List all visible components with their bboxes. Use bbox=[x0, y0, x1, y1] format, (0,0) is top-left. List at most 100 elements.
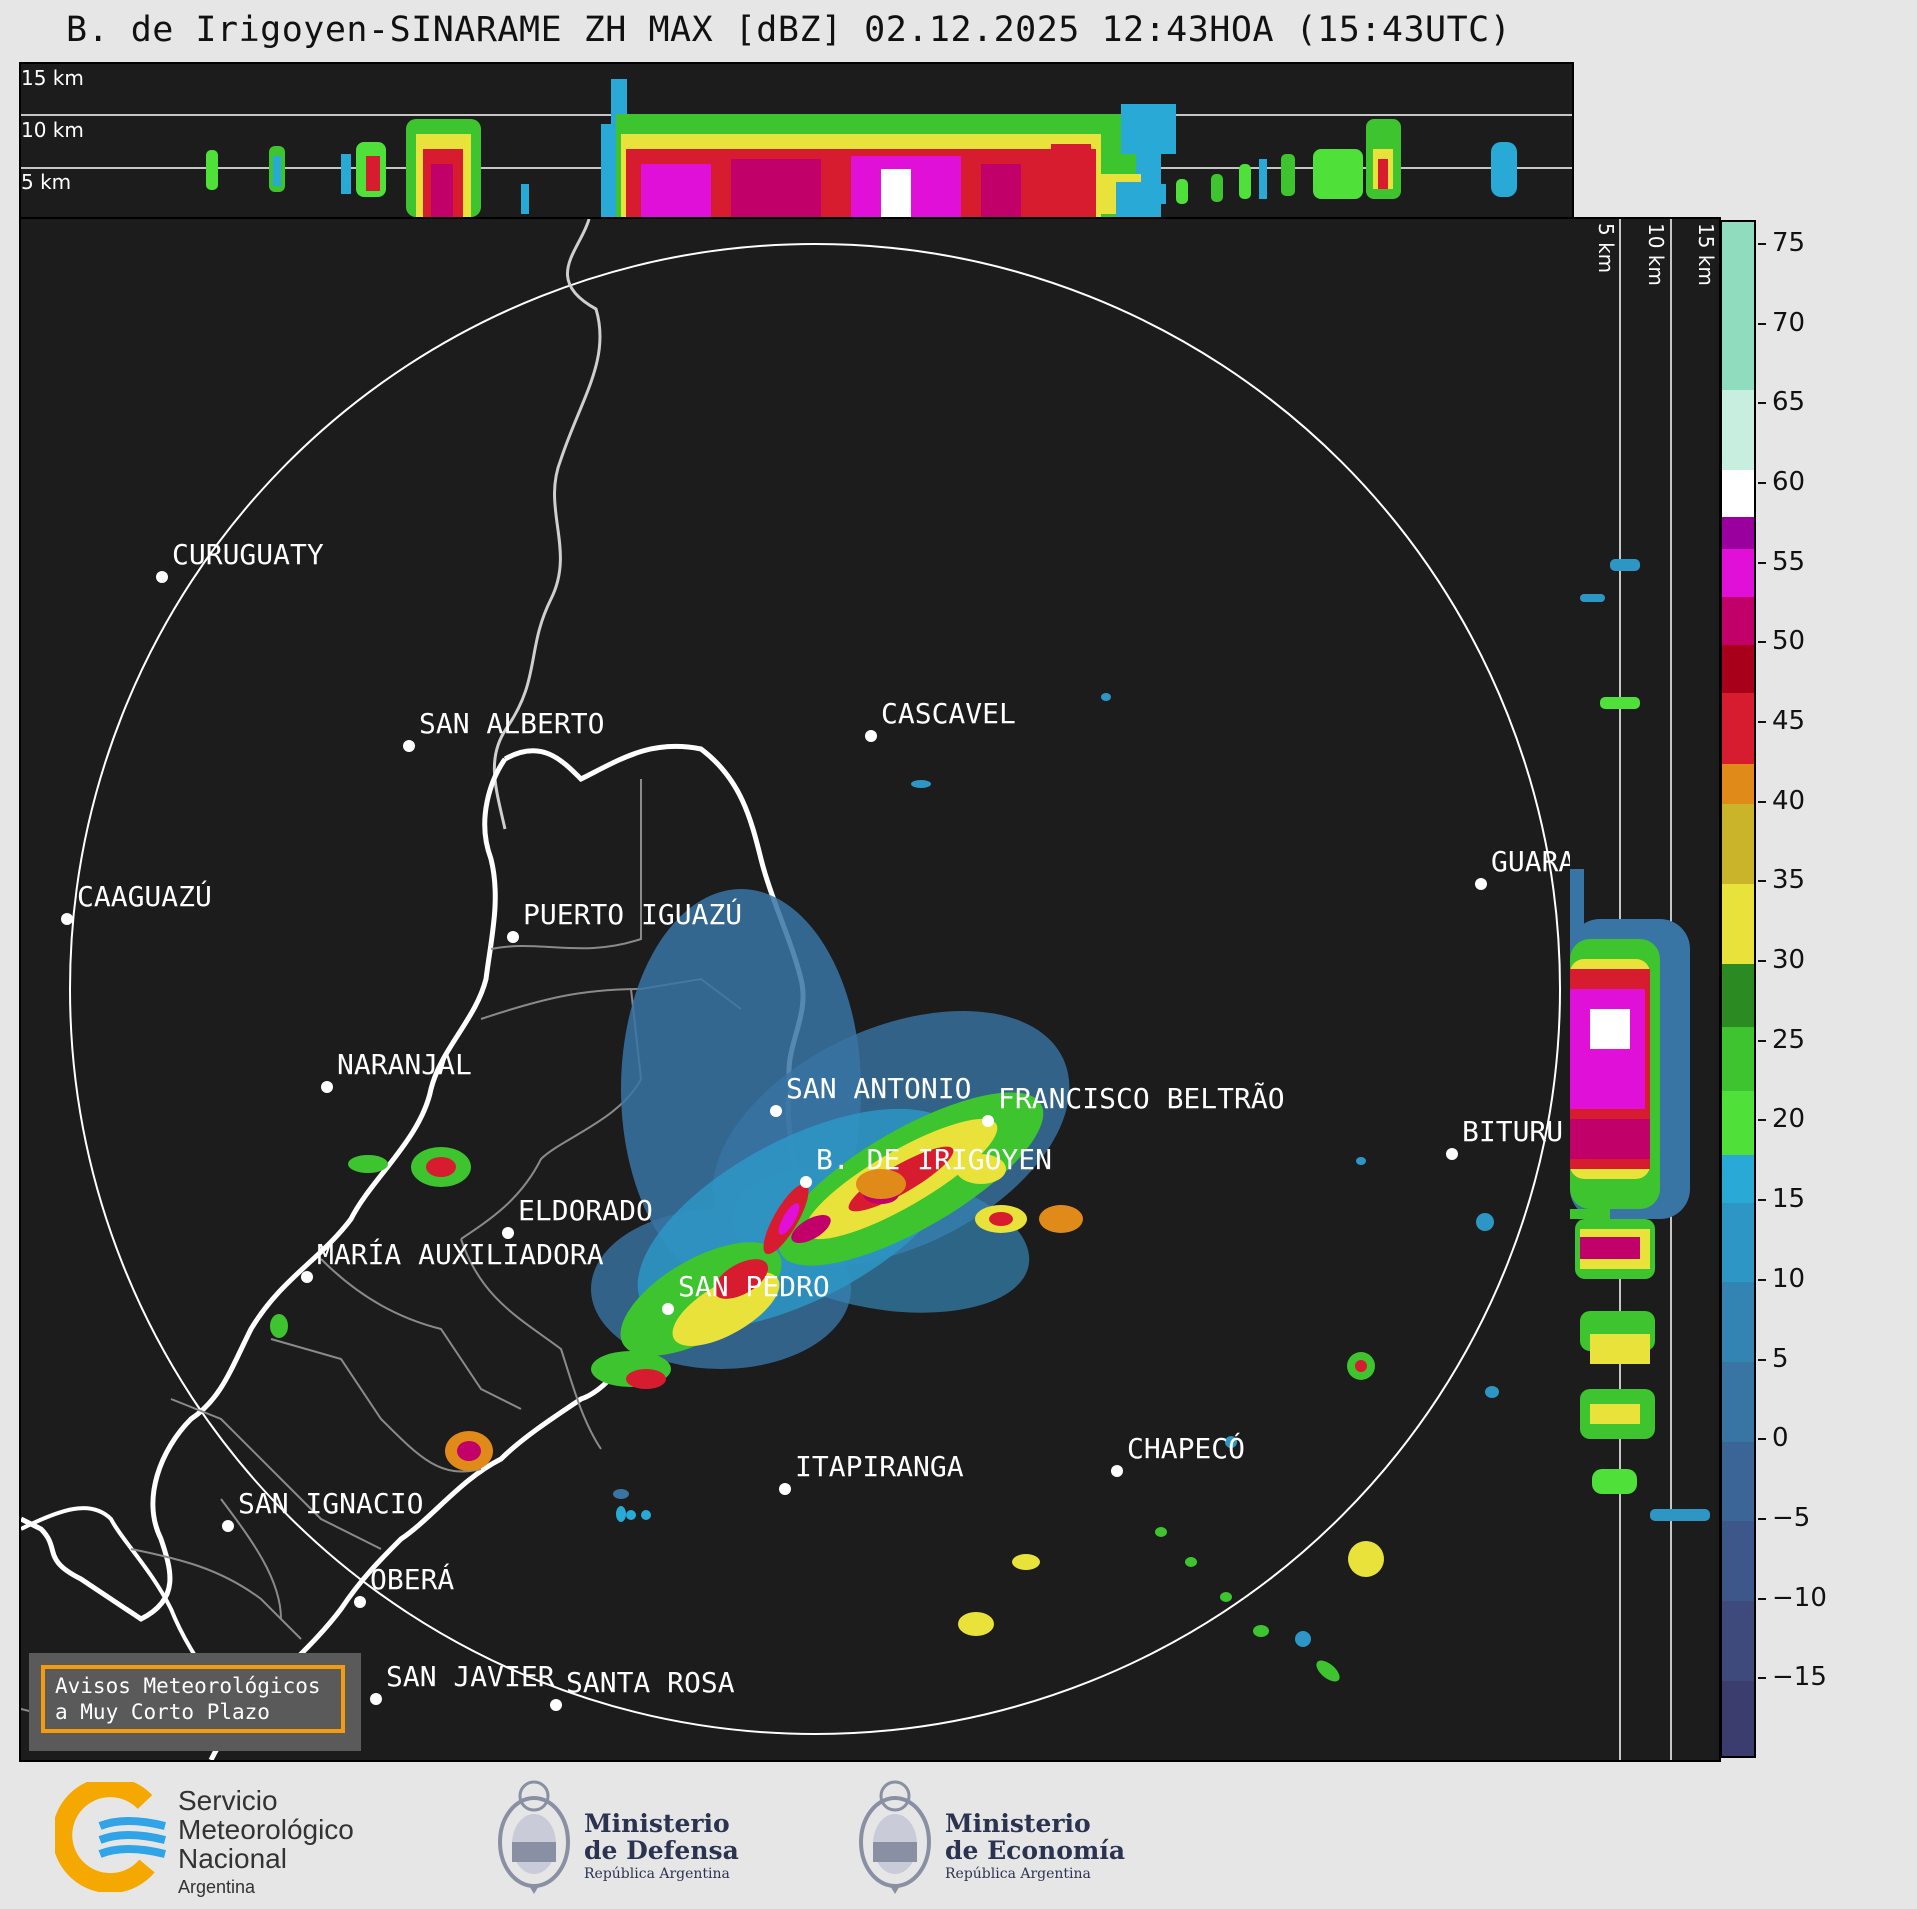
radar-echoes bbox=[270, 693, 1499, 1682]
colorbar-band bbox=[1722, 692, 1754, 765]
city-label: CHAPECÓ bbox=[1127, 1432, 1246, 1465]
economia-line-2: de Economía bbox=[945, 1836, 1126, 1865]
top-altitude-label-10: 10 km bbox=[21, 118, 84, 142]
city-marker bbox=[770, 1105, 782, 1117]
colorbar-band bbox=[1722, 803, 1754, 884]
colorbar-tick-mark bbox=[1758, 402, 1766, 405]
right-altitude-label-10: 10 km bbox=[1644, 223, 1668, 286]
city-label: NARANJAL bbox=[337, 1048, 472, 1081]
colorbar-band bbox=[1722, 644, 1754, 693]
defensa-subtitle: República Argentina bbox=[584, 1866, 730, 1882]
colorbar-tick-label: 50 bbox=[1772, 626, 1806, 657]
defensa-seal-icon bbox=[498, 1780, 570, 1894]
warning-box[interactable]: Avisos Meteorológicos a Muy Corto Plazo bbox=[29, 1653, 361, 1751]
colorbar-tick-label: −10 bbox=[1772, 1582, 1827, 1613]
city-label: B. DE IRIGOYEN bbox=[816, 1143, 1053, 1176]
colorbar-band bbox=[1722, 596, 1754, 645]
city-marker bbox=[982, 1115, 994, 1127]
colorbar-tick-mark bbox=[1758, 1278, 1766, 1281]
right-echoes bbox=[1570, 559, 1710, 1521]
warning-box-frame[interactable]: Avisos Meteorológicos a Muy Corto Plazo bbox=[41, 1665, 345, 1733]
colorbar-tick-mark bbox=[1758, 322, 1766, 325]
colorbar-tick-mark bbox=[1758, 1597, 1766, 1600]
country-border-paraguay bbox=[492, 219, 602, 830]
city-marker bbox=[321, 1081, 333, 1093]
colorbar-tick-label: 75 bbox=[1772, 227, 1806, 258]
city-marker bbox=[662, 1303, 674, 1315]
colorbar-band bbox=[1722, 963, 1754, 1028]
colorbar-tick-label: 35 bbox=[1772, 865, 1806, 896]
city-marker bbox=[550, 1699, 562, 1711]
top-altitude-label-15: 15 km bbox=[21, 66, 84, 90]
colorbar-tick-mark bbox=[1758, 1677, 1766, 1680]
colorbar-tick-mark bbox=[1758, 1358, 1766, 1361]
colorbar-band bbox=[1722, 1281, 1754, 1363]
city-label: SAN PEDRO bbox=[678, 1270, 830, 1303]
colorbar-tick-label: 70 bbox=[1772, 307, 1806, 338]
city-marker bbox=[354, 1596, 366, 1608]
right-altitude-label-15: 15 km bbox=[1694, 223, 1718, 286]
smn-line-2: Meteorológico bbox=[178, 1814, 354, 1845]
colorbar-tick-label: 20 bbox=[1772, 1104, 1806, 1135]
colorbar-tick-label: 15 bbox=[1772, 1184, 1806, 1215]
right-cross-section-panel: 5 km 10 km 15 km bbox=[1570, 217, 1721, 1762]
city-label: SAN ALBERTO bbox=[419, 707, 605, 740]
colorbar-tick-label: 5 bbox=[1772, 1343, 1789, 1374]
colorbar-band bbox=[1722, 1154, 1754, 1203]
colorbar-band bbox=[1722, 1680, 1754, 1756]
city-marker bbox=[222, 1520, 234, 1532]
city-marker bbox=[800, 1176, 812, 1188]
city-marker bbox=[61, 913, 73, 925]
city-marker bbox=[1475, 878, 1487, 890]
city-marker bbox=[507, 931, 519, 943]
city-label: CAAGUAZÚ bbox=[77, 880, 212, 913]
colorbar-band bbox=[1722, 1441, 1754, 1522]
city-marker bbox=[779, 1483, 791, 1495]
colorbar-band bbox=[1722, 1026, 1754, 1092]
economia-seal-icon bbox=[859, 1780, 931, 1894]
colorbar-tick-mark bbox=[1758, 1039, 1766, 1042]
defensa-line-1: Ministerio bbox=[584, 1809, 730, 1838]
colorbar-tick-mark bbox=[1758, 1119, 1766, 1122]
colorbar-tick-label: −15 bbox=[1772, 1662, 1827, 1693]
colorbar-band bbox=[1722, 763, 1754, 805]
city-label: CURUGUATY bbox=[172, 538, 324, 571]
top-altitude-label-5: 5 km bbox=[21, 170, 72, 194]
defensa-title: Ministerio de Defensa bbox=[584, 1810, 739, 1864]
footer-logos: Servicio Meteorológico Nacional Argentin… bbox=[0, 1762, 1917, 1909]
colorbar-tick-mark bbox=[1758, 800, 1766, 803]
city-label: SAN IGNACIO bbox=[238, 1487, 424, 1520]
city-label: SAN JAVIER bbox=[386, 1660, 555, 1693]
city-label: MARÍA AUXILIADORA bbox=[317, 1238, 604, 1271]
colorbar-tick-label: 10 bbox=[1772, 1263, 1806, 1294]
warning-line-1: Avisos Meteorológicos bbox=[55, 1674, 321, 1698]
dbz-colorbar bbox=[1720, 220, 1756, 1758]
colorbar-band bbox=[1722, 516, 1754, 550]
colorbar-band bbox=[1722, 1520, 1754, 1602]
colorbar-tick-label: 30 bbox=[1772, 945, 1806, 976]
radar-map-panel: CURUGUATY SAN ALBERTO CASCAVEL CAAGUAZÚ PUER… bbox=[19, 217, 1574, 1762]
city-label: PUERTO IGUAZÚ bbox=[523, 898, 743, 931]
city-marker bbox=[403, 740, 415, 752]
city-marker bbox=[301, 1271, 313, 1283]
colorbar-tick-label: 25 bbox=[1772, 1024, 1806, 1055]
colorbar-tick-label: 55 bbox=[1772, 546, 1806, 577]
smn-line-1: Servicio bbox=[178, 1785, 278, 1816]
province-border-misiones bbox=[21, 757, 508, 1622]
colorbar-tick-label: 0 bbox=[1772, 1423, 1789, 1454]
city-label: ITAPIRANGA bbox=[795, 1450, 964, 1483]
economia-line-1: Ministerio bbox=[945, 1809, 1091, 1838]
city-marker bbox=[156, 571, 168, 583]
colorbar-band bbox=[1722, 548, 1754, 598]
colorbar-tick-mark bbox=[1758, 960, 1766, 963]
colorbar-tick-mark bbox=[1758, 1438, 1766, 1441]
colorbar-band bbox=[1722, 222, 1754, 390]
colorbar-band bbox=[1722, 1600, 1754, 1681]
smn-logo-icon bbox=[55, 1782, 166, 1892]
city-label: SANTA ROSA bbox=[566, 1666, 735, 1699]
top-cross-section-panel: 15 km 10 km 5 km bbox=[19, 62, 1574, 219]
city-label: CASCAVEL bbox=[881, 697, 1016, 730]
city-label: SAN ANTONIO bbox=[786, 1072, 972, 1105]
city-label: GUARA bbox=[1491, 845, 1574, 878]
range-ring bbox=[69, 243, 1561, 1735]
